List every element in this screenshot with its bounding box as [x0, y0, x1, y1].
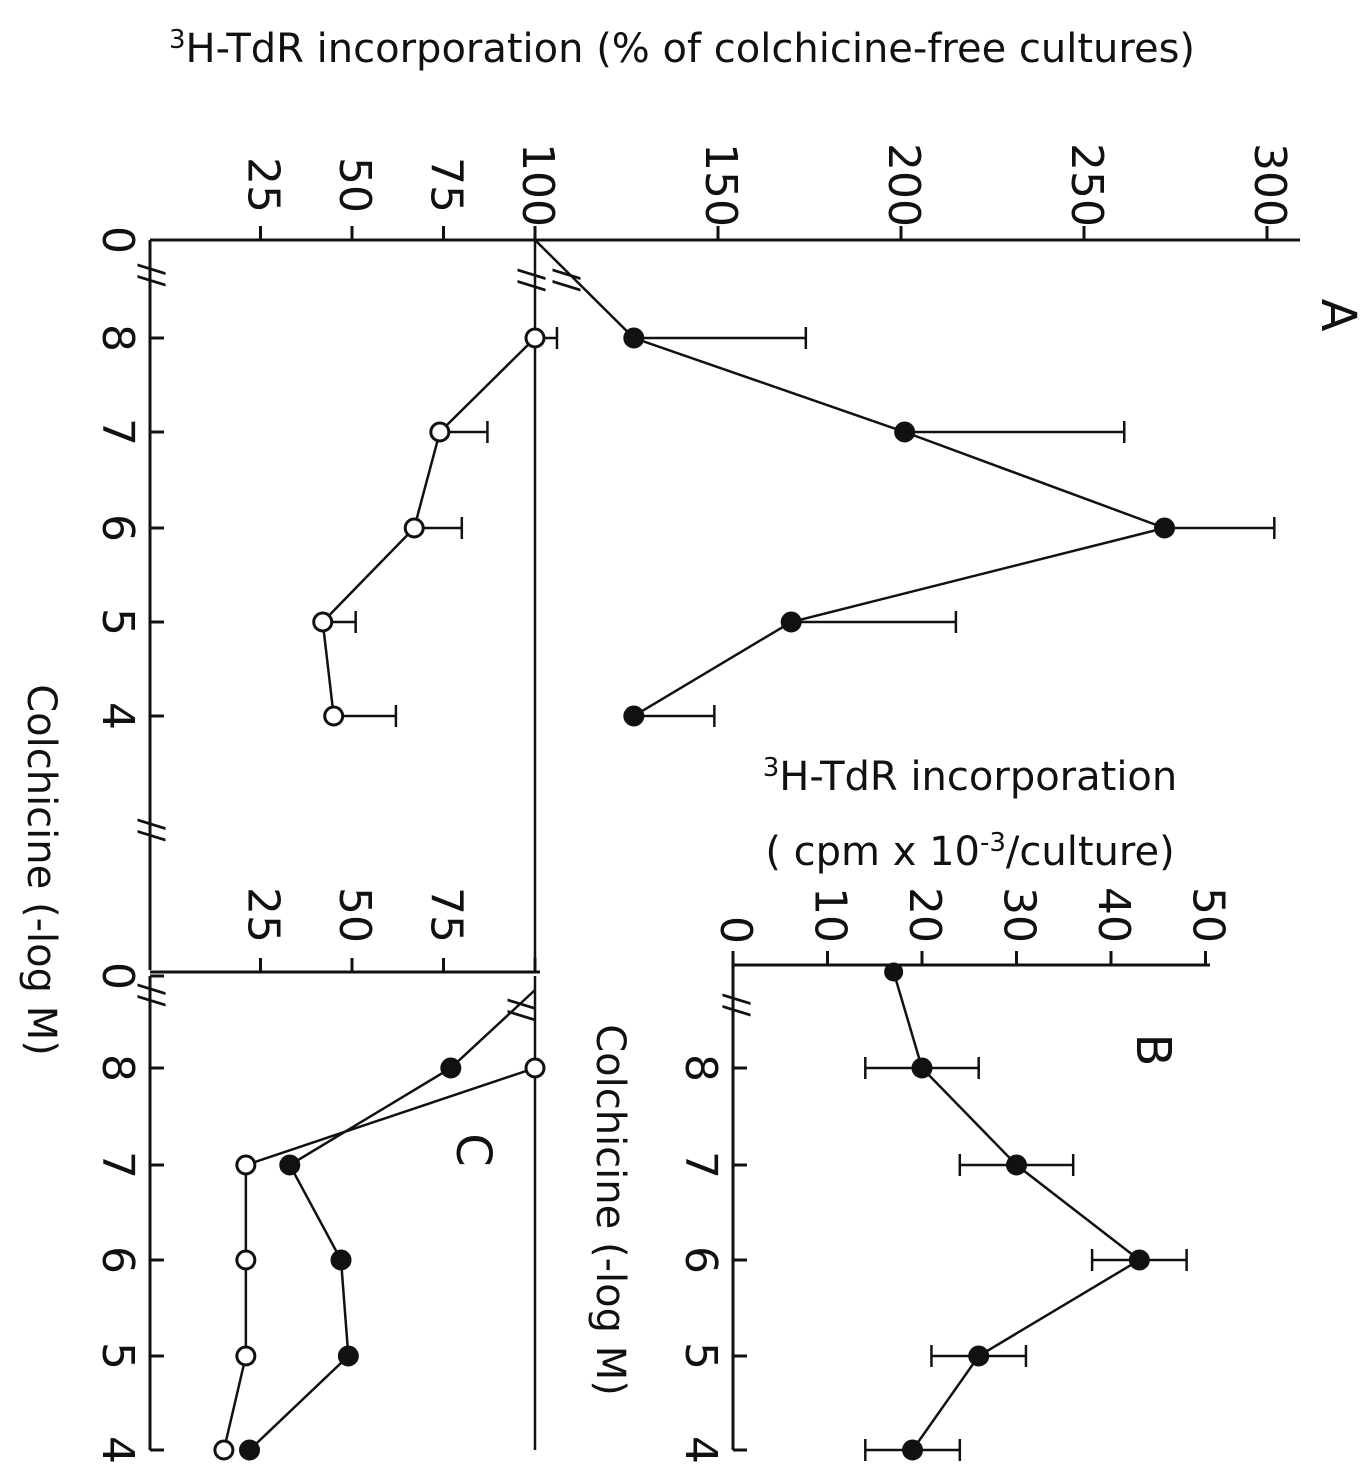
panel-a-filled-series-point	[623, 705, 645, 727]
percent-axis-title-superscript: 3	[169, 25, 186, 55]
panel-a-value-tick-label: 150	[695, 143, 746, 227]
panel-a-colchicine-tick-label: 0	[92, 226, 143, 254]
panel-b-value-tick-label: 40	[1088, 887, 1139, 943]
panel-c-filled-series-point	[239, 1439, 261, 1461]
axis-break-mark: //	[132, 264, 172, 287]
panel-a-open-series-point	[312, 611, 334, 633]
panel-b-colchicine-tick-label: 5	[675, 1342, 726, 1370]
panel-b-value-tick-label: 0	[710, 916, 761, 944]
panel-a-value-tick-label: 25	[238, 157, 289, 213]
panel-c-value-tick-label: 50	[329, 887, 380, 943]
panel-c-open-series-line	[222, 1066, 536, 1451]
panel-a-open-series-point	[429, 421, 451, 443]
panel-c-colchicine-tick-label: 0	[92, 962, 143, 990]
panel-c-open-series-point	[235, 1249, 257, 1271]
panel-a-value-tick-label: 200	[878, 143, 929, 227]
panel-a-value-tick-label: 75	[421, 157, 472, 213]
panel-c-colchicine-tick-label: 4	[92, 1436, 143, 1464]
panel-c-label: C	[445, 1133, 501, 1167]
cpm-axis-title-line2: ( cpm x 10-3/culture)	[765, 828, 1174, 875]
panel-b-value-tick-label: 50	[1183, 887, 1234, 943]
axis-break-mark: //	[502, 999, 542, 1022]
panel-a-colchicine-tick-label: 8	[92, 324, 143, 352]
panel-b-colchicine-tick-label: 7	[675, 1151, 726, 1179]
panel-a-colchicine-tick-label: 6	[92, 514, 143, 542]
panel-b-value-tick-label: 30	[994, 887, 1045, 943]
panel-a-filled-series-point	[780, 611, 802, 633]
panel-c-colchicine-tick-label: 5	[92, 1342, 143, 1370]
cpm-axis-title-line1: 3H-TdR incorporation	[763, 753, 1178, 800]
panel-c-open-series-point	[213, 1439, 235, 1461]
panel-a-colchicine-tick-label: 5	[92, 608, 143, 636]
panel-a-colchicine-tick-label: 7	[92, 418, 143, 446]
cpm-axis-title-line2-b: /culture)	[1006, 829, 1175, 875]
panel-a-label: A	[1310, 299, 1365, 332]
cpm-axis-title-superscript: 3	[763, 753, 780, 783]
panel-c-filled-series-point	[279, 1154, 301, 1176]
axis-break-mark: //	[132, 819, 172, 842]
cpm-axis-title-line1-text: H-TdR incorporation	[779, 754, 1177, 800]
cpm-axis-title-line2-superscript: -3	[980, 828, 1006, 858]
panel-a-filled-series-point	[894, 421, 916, 443]
panel-a-colchicine-tick-label: 4	[92, 702, 143, 730]
axis-break-mark: //	[717, 994, 757, 1017]
panel-b-colchicine-tick-label: 8	[675, 1054, 726, 1082]
panel-b-series-line	[892, 971, 1142, 1451]
axis-break-mark: //	[547, 269, 587, 292]
axis-break-mark: //	[132, 984, 172, 1007]
colchicine-axis-title: Colchicine (-log M)	[18, 684, 64, 1056]
panel-b-value-tick-label: 20	[899, 887, 950, 943]
percent-axis-title-text: H-TdR incorporation (% of colchicine-fre…	[186, 26, 1196, 72]
panel-c-colchicine-tick-label: 8	[92, 1054, 143, 1082]
panel-a-value-tick-label: 100	[512, 143, 563, 227]
panel-a-open-series-point	[403, 517, 425, 539]
panel-a-value-tick-label: 50	[329, 157, 380, 213]
panel-c-filled-series-point	[337, 1345, 359, 1367]
panel-a-filled-series-line	[534, 239, 1169, 718]
panel-a-open-series-point	[524, 327, 546, 349]
title-layer: 3H-TdR incorporation (% of colchicine-fr…	[18, 25, 1195, 1396]
panel-c-value-tick-label: 75	[421, 887, 472, 943]
panel-c-filled-series-point	[330, 1249, 352, 1271]
panel-a-open-series-point	[323, 705, 345, 727]
panel-a-value-tick-label: 250	[1061, 143, 1112, 227]
panel-b-colchicine-tick-label: 4	[675, 1436, 726, 1464]
panel-c-colchicine-tick-label: 7	[92, 1151, 143, 1179]
panel-b-label: B	[1125, 1034, 1181, 1067]
axis-break-mark: //	[512, 269, 552, 292]
panel-b-value-tick-label: 10	[805, 887, 856, 943]
percent-axis-title: 3H-TdR incorporation (% of colchicine-fr…	[169, 25, 1195, 72]
cpm-axis-title-line2-a: ( cpm x 10	[765, 829, 980, 875]
panel-c-filled-series-line	[248, 989, 536, 1451]
panel-a-filled-series-point	[1154, 517, 1176, 539]
panel-c-filled-series-point	[440, 1057, 462, 1079]
panel-c-open-series-point	[235, 1154, 257, 1176]
panel-c-open-series-point	[235, 1345, 257, 1367]
panel-c-value-tick-label: 25	[238, 887, 289, 943]
panel-a-filled-series-point	[623, 327, 645, 349]
panel-b-colchicine-tick-label: 6	[675, 1246, 726, 1274]
panel-c-colchicine-tick-label: 6	[92, 1246, 143, 1274]
panel-c-open-series-point	[524, 1057, 546, 1079]
panel-b-colchicine-title: Colchicine (-log M)	[587, 1024, 633, 1396]
panel-a-value-tick-label: 300	[1244, 143, 1295, 227]
